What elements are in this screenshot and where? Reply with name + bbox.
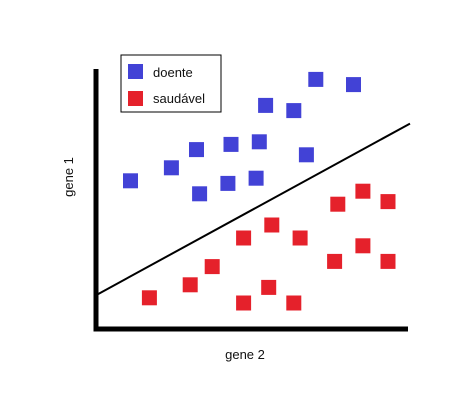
data-point-saudavel xyxy=(380,253,396,269)
data-point-doente xyxy=(286,103,302,119)
x-axis-label: gene 2 xyxy=(225,347,265,362)
legend-label-doente: doente xyxy=(153,65,193,80)
data-point-doente xyxy=(223,136,239,152)
data-point-saudavel xyxy=(236,295,252,311)
data-point-doente xyxy=(123,173,138,189)
legend-swatch-saudavel xyxy=(128,91,143,106)
legend-label-saudavel: saudável xyxy=(153,91,205,106)
y-axis-label: gene 1 xyxy=(61,157,76,197)
data-points-group xyxy=(123,71,396,311)
data-point-doente xyxy=(220,175,236,191)
data-point-saudavel xyxy=(261,279,277,295)
data-point-saudavel xyxy=(286,295,302,311)
legend: doente saudável xyxy=(120,54,222,113)
data-point-doente xyxy=(192,186,208,202)
data-point-saudavel xyxy=(264,217,280,233)
data-point-doente xyxy=(308,71,324,87)
data-point-saudavel xyxy=(355,183,371,199)
data-point-saudavel xyxy=(327,253,343,269)
data-point-saudavel xyxy=(292,230,308,246)
data-point-doente xyxy=(189,142,204,158)
data-point-doente xyxy=(346,77,361,93)
data-point-saudavel xyxy=(141,290,157,306)
decision-boundary-group xyxy=(95,122,411,297)
data-point-doente xyxy=(298,147,314,163)
decision-boundary-line xyxy=(95,122,411,297)
data-point-doente xyxy=(163,160,179,176)
data-point-saudavel xyxy=(355,238,371,254)
data-point-saudavel xyxy=(330,196,346,212)
data-point-doente xyxy=(251,134,267,150)
data-point-saudavel xyxy=(236,230,252,246)
data-point-saudavel xyxy=(380,194,396,210)
data-point-saudavel xyxy=(204,259,220,275)
data-point-saudavel xyxy=(182,277,198,293)
legend-swatch-doente xyxy=(128,64,143,79)
data-point-doente xyxy=(258,97,274,113)
data-point-doente xyxy=(248,170,264,186)
